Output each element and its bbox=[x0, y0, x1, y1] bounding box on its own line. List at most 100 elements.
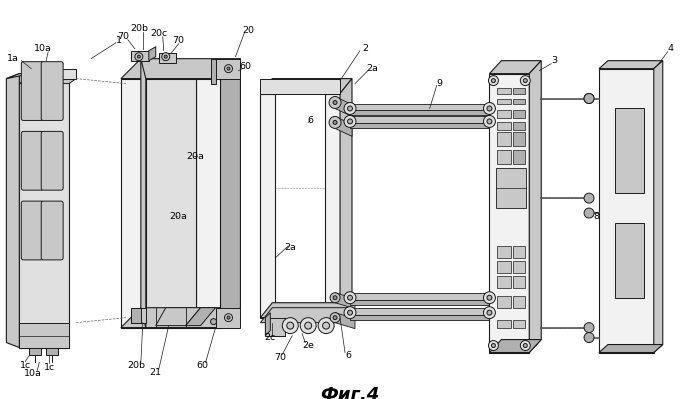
Circle shape bbox=[333, 316, 337, 320]
Text: 2e: 2e bbox=[302, 341, 314, 350]
Circle shape bbox=[347, 295, 353, 300]
Polygon shape bbox=[350, 315, 489, 320]
Circle shape bbox=[347, 310, 353, 315]
Circle shape bbox=[524, 344, 527, 348]
Circle shape bbox=[333, 101, 337, 105]
Polygon shape bbox=[599, 345, 663, 352]
Polygon shape bbox=[498, 320, 512, 328]
Polygon shape bbox=[513, 246, 525, 258]
FancyBboxPatch shape bbox=[21, 201, 43, 260]
Text: 2c: 2c bbox=[265, 333, 276, 342]
Circle shape bbox=[489, 76, 498, 85]
Polygon shape bbox=[220, 59, 240, 328]
Text: 60: 60 bbox=[239, 62, 251, 71]
Text: 2a: 2a bbox=[366, 64, 378, 73]
Text: 2: 2 bbox=[362, 44, 368, 53]
FancyBboxPatch shape bbox=[41, 131, 63, 190]
Polygon shape bbox=[29, 64, 63, 74]
Text: 2a: 2a bbox=[284, 243, 296, 253]
Polygon shape bbox=[186, 308, 216, 326]
Polygon shape bbox=[20, 323, 69, 348]
Text: 6: 6 bbox=[307, 116, 313, 125]
Circle shape bbox=[344, 292, 356, 304]
Circle shape bbox=[318, 318, 334, 334]
Polygon shape bbox=[615, 223, 644, 298]
Polygon shape bbox=[211, 59, 216, 83]
Text: 9: 9 bbox=[437, 79, 442, 88]
Circle shape bbox=[135, 53, 143, 61]
Text: 20a: 20a bbox=[169, 211, 188, 221]
Polygon shape bbox=[498, 99, 512, 105]
Polygon shape bbox=[29, 74, 56, 83]
Text: 1c: 1c bbox=[43, 363, 55, 372]
Polygon shape bbox=[265, 313, 270, 336]
Polygon shape bbox=[513, 122, 525, 130]
Circle shape bbox=[344, 103, 356, 115]
Polygon shape bbox=[146, 79, 195, 328]
Polygon shape bbox=[260, 93, 275, 318]
Polygon shape bbox=[498, 246, 512, 258]
Polygon shape bbox=[335, 293, 355, 309]
Circle shape bbox=[137, 55, 140, 58]
Circle shape bbox=[287, 322, 294, 329]
Circle shape bbox=[484, 292, 496, 304]
Circle shape bbox=[584, 333, 594, 343]
Polygon shape bbox=[149, 47, 156, 61]
Polygon shape bbox=[498, 122, 512, 130]
Circle shape bbox=[520, 76, 531, 85]
Polygon shape bbox=[498, 296, 512, 308]
Polygon shape bbox=[513, 111, 525, 119]
Circle shape bbox=[584, 93, 594, 103]
Polygon shape bbox=[156, 308, 201, 326]
Circle shape bbox=[487, 119, 492, 124]
Circle shape bbox=[524, 79, 527, 83]
Text: 20c: 20c bbox=[150, 29, 167, 38]
Polygon shape bbox=[260, 308, 352, 323]
Polygon shape bbox=[350, 123, 489, 128]
Text: 70: 70 bbox=[274, 353, 286, 362]
Polygon shape bbox=[350, 293, 489, 300]
Polygon shape bbox=[615, 109, 644, 193]
Polygon shape bbox=[498, 111, 512, 119]
Polygon shape bbox=[350, 111, 489, 115]
Polygon shape bbox=[513, 150, 525, 164]
Circle shape bbox=[333, 120, 337, 124]
Polygon shape bbox=[350, 300, 489, 305]
Polygon shape bbox=[498, 150, 512, 164]
Text: 20b: 20b bbox=[130, 24, 148, 33]
Circle shape bbox=[484, 115, 496, 127]
Polygon shape bbox=[599, 69, 654, 352]
Polygon shape bbox=[121, 79, 146, 328]
Circle shape bbox=[487, 295, 492, 300]
Polygon shape bbox=[496, 168, 526, 208]
Text: 1a: 1a bbox=[8, 54, 20, 63]
Polygon shape bbox=[513, 296, 525, 308]
Circle shape bbox=[304, 322, 312, 329]
Polygon shape bbox=[131, 308, 146, 323]
Polygon shape bbox=[29, 348, 41, 356]
Polygon shape bbox=[260, 79, 340, 93]
Text: 8: 8 bbox=[593, 211, 599, 221]
Text: 10a: 10a bbox=[34, 44, 52, 53]
Polygon shape bbox=[489, 74, 529, 352]
Polygon shape bbox=[131, 308, 141, 323]
Circle shape bbox=[344, 115, 356, 127]
Polygon shape bbox=[529, 61, 541, 352]
Circle shape bbox=[300, 318, 316, 334]
Circle shape bbox=[211, 319, 216, 325]
Polygon shape bbox=[121, 59, 240, 79]
Polygon shape bbox=[513, 261, 525, 273]
Polygon shape bbox=[6, 69, 69, 79]
Text: 1: 1 bbox=[116, 36, 122, 45]
Circle shape bbox=[330, 293, 340, 303]
Polygon shape bbox=[489, 61, 541, 74]
Polygon shape bbox=[350, 103, 489, 111]
Polygon shape bbox=[335, 313, 355, 329]
Polygon shape bbox=[335, 117, 352, 136]
Circle shape bbox=[491, 344, 496, 348]
Circle shape bbox=[487, 310, 492, 315]
Text: 60: 60 bbox=[197, 361, 209, 370]
FancyBboxPatch shape bbox=[41, 62, 63, 120]
Polygon shape bbox=[260, 303, 352, 318]
Polygon shape bbox=[46, 348, 58, 356]
